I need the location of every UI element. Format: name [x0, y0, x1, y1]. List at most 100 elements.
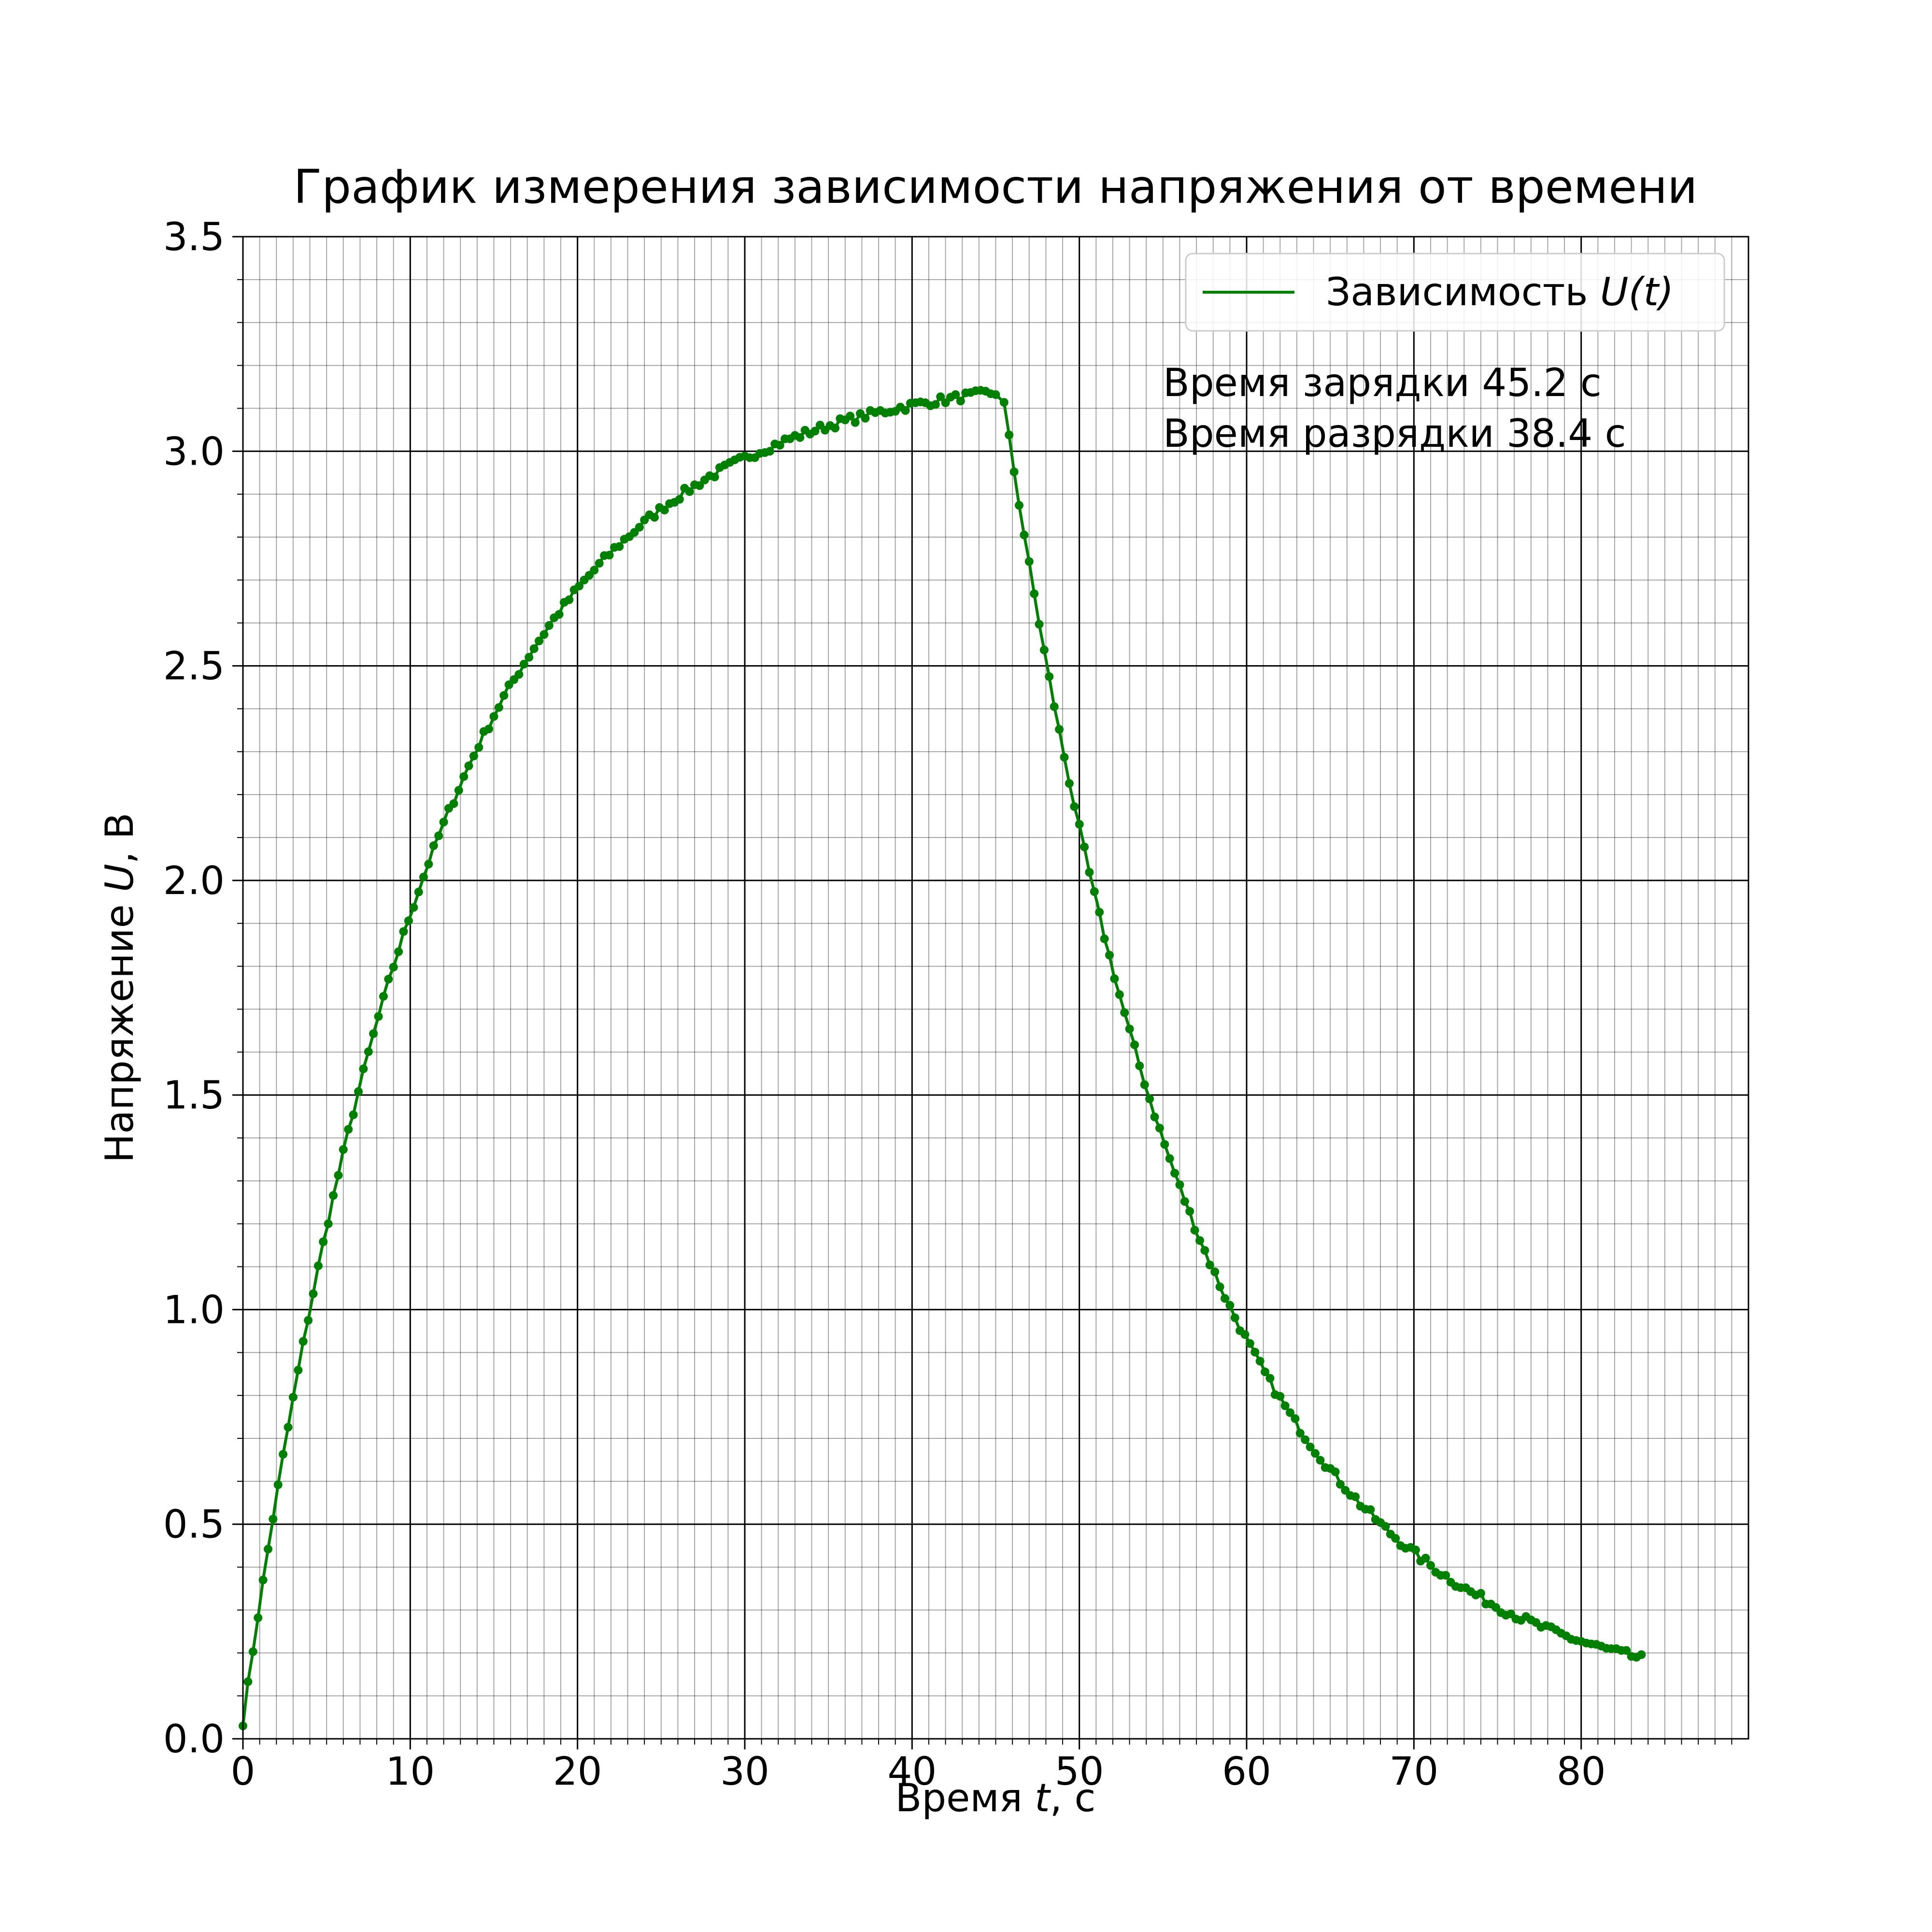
data-point: [384, 975, 393, 984]
data-point: [846, 412, 855, 421]
data-point: [454, 786, 463, 795]
data-point: [364, 1047, 373, 1056]
data-point: [243, 1677, 253, 1686]
data-point: [1130, 1040, 1139, 1050]
data-point: [464, 761, 473, 770]
y-tick-label: 0.5: [163, 1502, 225, 1547]
data-point: [288, 1392, 298, 1402]
data-point: [1421, 1553, 1430, 1563]
data-point: [861, 413, 870, 423]
data-point: [519, 660, 528, 668]
data-point: [489, 712, 498, 721]
data-point: [344, 1125, 353, 1134]
data-point: [851, 418, 860, 427]
x-axis-label: Время t, с: [895, 1776, 1095, 1820]
data-point: [1335, 1480, 1345, 1489]
data-point: [554, 610, 564, 619]
data-point: [414, 887, 423, 896]
data-point: [1622, 1646, 1631, 1655]
data-point: [1080, 842, 1089, 852]
data-point: [514, 670, 524, 679]
data-point: [1185, 1207, 1194, 1216]
data-point: [595, 559, 604, 568]
data-point: [1255, 1357, 1264, 1366]
data-point: [810, 426, 820, 436]
data-point: [660, 506, 669, 514]
data-point: [1105, 951, 1114, 960]
data-point: [535, 637, 543, 645]
annotation-charge-time: Время зарядки 45.2 с: [1163, 360, 1602, 405]
data-point: [775, 440, 784, 450]
data-point: [1039, 645, 1049, 654]
y-axis-label-prefix: Напряжение: [97, 892, 142, 1163]
x-tick-label: 70: [1389, 1749, 1438, 1794]
y-tick-label: 2.5: [163, 644, 225, 689]
data-point: [710, 472, 719, 482]
data-point: [279, 1449, 288, 1459]
data-point: [1245, 1339, 1254, 1348]
data-point: [1351, 1492, 1360, 1501]
data-point: [951, 390, 960, 399]
data-point: [334, 1171, 343, 1180]
data-point: [1210, 1267, 1220, 1277]
data-point: [494, 703, 503, 712]
data-point: [1306, 1442, 1315, 1451]
data-point: [796, 433, 805, 442]
data-point: [1115, 990, 1124, 999]
data-point: [1140, 1080, 1149, 1089]
data-point: [434, 831, 443, 840]
x-axis-label-suffix: , с: [1050, 1776, 1096, 1820]
x-tick-label: 50: [1055, 1749, 1104, 1794]
data-point: [540, 630, 549, 639]
data-point: [1090, 887, 1099, 896]
data-point: [1265, 1374, 1275, 1383]
data-point: [1045, 672, 1054, 681]
data-point: [1150, 1112, 1159, 1122]
data-point: [1030, 589, 1039, 598]
data-point: [1050, 702, 1059, 711]
data-point: [1125, 1024, 1134, 1034]
data-point: [1476, 1589, 1485, 1598]
data-point: [590, 566, 599, 575]
data-point: [469, 752, 478, 761]
data-point: [999, 398, 1009, 407]
data-point: [1205, 1261, 1214, 1269]
data-point: [284, 1422, 293, 1432]
data-point: [605, 551, 614, 560]
data-point: [304, 1316, 313, 1325]
data-point: [1411, 1546, 1420, 1554]
data-point: [394, 947, 403, 956]
data-point: [544, 621, 554, 630]
series-layer: [239, 386, 1646, 1731]
data-point: [1230, 1313, 1239, 1322]
data-point: [309, 1289, 318, 1298]
data-point: [1225, 1301, 1235, 1310]
data-point: [339, 1145, 348, 1154]
x-tick-label: 20: [553, 1749, 602, 1794]
data-point: [675, 495, 684, 504]
data-point: [1240, 1330, 1250, 1339]
data-point: [1165, 1154, 1174, 1163]
data-point: [429, 841, 438, 850]
data-point: [379, 992, 388, 1001]
data-point: [269, 1515, 278, 1524]
data-point: [409, 903, 418, 912]
minor-grid: [243, 237, 1748, 1739]
y-tick-label: 3.0: [163, 429, 225, 474]
data-point: [765, 447, 774, 456]
data-point: [1120, 1008, 1129, 1017]
data-point: [1276, 1392, 1285, 1401]
data-point: [349, 1110, 358, 1119]
data-point: [1024, 557, 1034, 566]
legend-box: [1185, 253, 1725, 332]
data-point: [1170, 1168, 1179, 1178]
data-point: [685, 487, 694, 496]
y-tick-label: 0.0: [163, 1717, 225, 1762]
data-point: [1391, 1534, 1400, 1543]
data-point: [1381, 1522, 1390, 1531]
data-point: [1280, 1401, 1290, 1410]
data-point: [650, 513, 659, 522]
y-axis-label-suffix: , В: [97, 813, 142, 864]
data-point: [439, 818, 448, 826]
